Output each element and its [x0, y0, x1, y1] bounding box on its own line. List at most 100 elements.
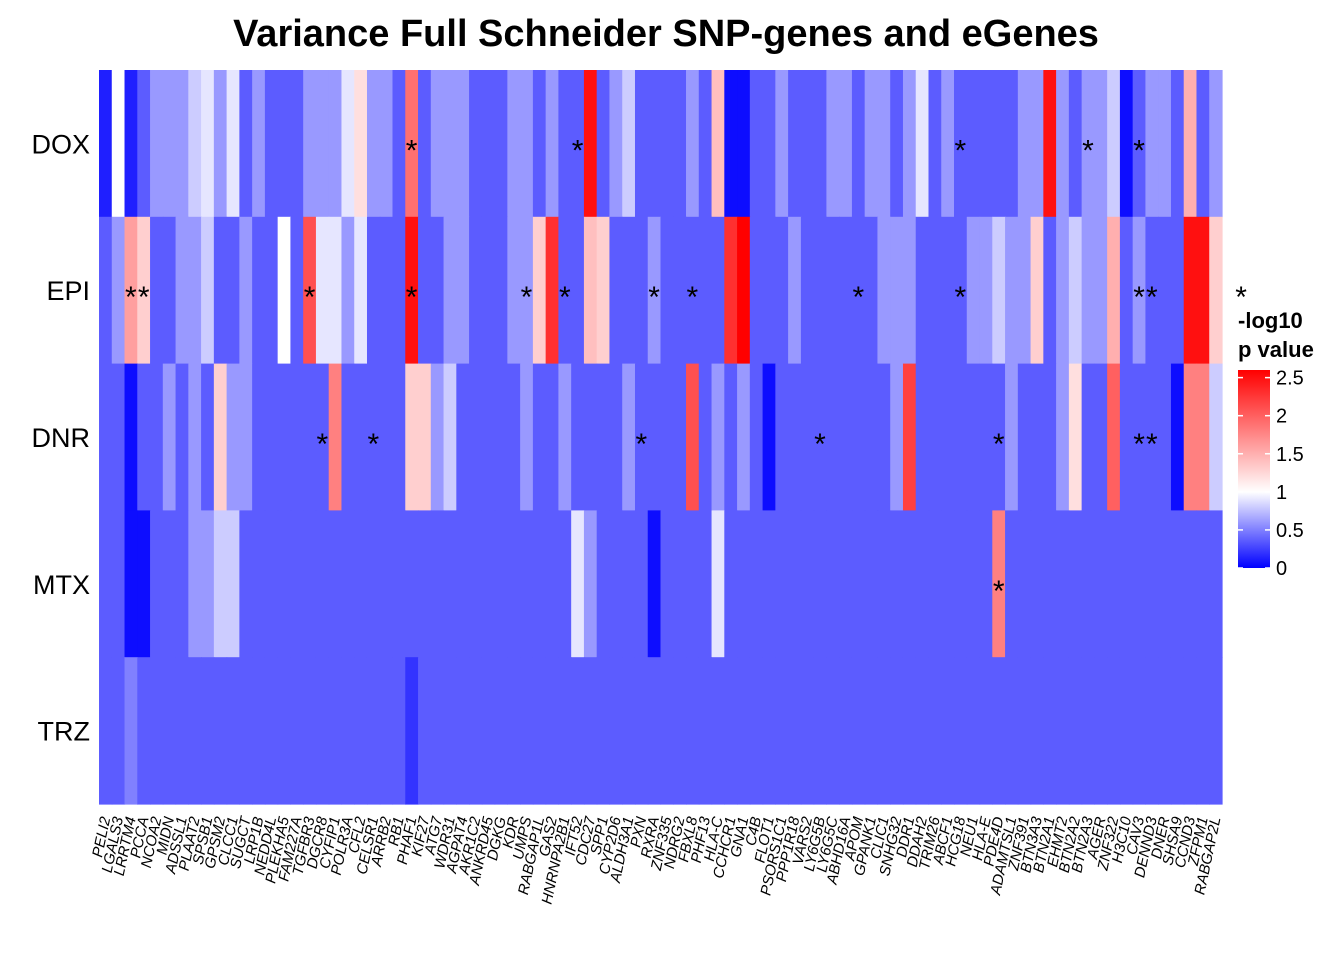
- heatmap-cell: [1043, 510, 1057, 658]
- heatmap-cell: [902, 363, 917, 511]
- heatmap-cell: [162, 510, 177, 658]
- heatmap-cell: [762, 657, 776, 805]
- heatmap-cell: [686, 216, 700, 365]
- significance-star: *: [406, 134, 418, 167]
- heatmap-cell: [1068, 70, 1083, 218]
- heatmap-cell: [1145, 510, 1159, 658]
- legend-tick-label: 1.5: [1276, 444, 1304, 466]
- heatmap-cell: [877, 657, 891, 805]
- heatmap-cell: [979, 216, 993, 365]
- heatmap-cell: [890, 510, 904, 658]
- heatmap-cell: [890, 363, 904, 511]
- row-label: EPI: [46, 276, 90, 306]
- heatmap-cell: [456, 70, 470, 218]
- heatmap-cell: [992, 70, 1006, 218]
- heatmap-cell: [686, 70, 700, 218]
- heatmap-cell: [647, 216, 662, 365]
- heatmap-cell: [992, 363, 1006, 511]
- heatmap-cell: [660, 216, 674, 365]
- heatmap-cell: [1056, 216, 1070, 365]
- heatmap-cell: [1158, 216, 1172, 365]
- heatmap-cell: [290, 510, 304, 658]
- heatmap-cell: [698, 70, 713, 218]
- heatmap-cell: [481, 70, 496, 218]
- heatmap-cell: [673, 70, 687, 218]
- heatmap-cell: [532, 657, 547, 805]
- heatmap-cell: [941, 363, 955, 511]
- heatmap-cell: [201, 510, 215, 658]
- heatmap-cell: [1030, 70, 1044, 218]
- heatmap-cell: [354, 657, 368, 805]
- legend-tick-label: 1: [1276, 482, 1287, 504]
- heatmap-cell: [507, 216, 521, 365]
- heatmap-cell: [839, 510, 853, 658]
- heatmap-cell: [520, 216, 534, 365]
- heatmap-cell: [1017, 70, 1032, 218]
- heatmap-cell: [150, 510, 164, 658]
- heatmap-cell: [175, 510, 189, 658]
- heatmap-cells: [99, 70, 1223, 805]
- row-labels: DOX EPI DNR MTX TRZ: [31, 129, 90, 746]
- heatmap-cell: [647, 657, 662, 805]
- heatmap-cell: [124, 216, 138, 365]
- heatmap-cell: [213, 216, 228, 365]
- heatmap-cell: [252, 657, 266, 805]
- heatmap-cell: [609, 510, 623, 658]
- heatmap-cell: [775, 657, 789, 805]
- heatmap-cell: [571, 657, 585, 805]
- heatmap-cell: [1107, 657, 1121, 805]
- significance-star: *: [1146, 428, 1158, 461]
- heatmap-cell: [788, 216, 802, 365]
- heatmap-cell: [622, 363, 636, 511]
- heatmap-cell: [724, 70, 738, 218]
- heatmap-cell: [698, 363, 713, 511]
- legend-tick-label: 0: [1276, 558, 1287, 580]
- heatmap-cell: [609, 657, 623, 805]
- heatmap-cell: [749, 70, 764, 218]
- heatmap-cell: [481, 216, 496, 365]
- heatmap-cell: [188, 70, 202, 218]
- heatmap-cell: [481, 510, 496, 658]
- heatmap-cell: [405, 70, 419, 218]
- significance-star: *: [1133, 428, 1145, 461]
- heatmap-cell: [150, 363, 164, 511]
- heatmap-cell: [430, 70, 445, 218]
- significance-star: *: [852, 281, 864, 314]
- heatmap-cell: [992, 510, 1006, 658]
- heatmap-cell: [341, 657, 355, 805]
- heatmap-cell: [430, 216, 445, 365]
- heatmap-cell: [711, 216, 725, 365]
- heatmap-cell: [507, 657, 521, 805]
- heatmap-cell: [392, 510, 406, 658]
- heatmap-cell: [1145, 363, 1159, 511]
- heatmap-cell: [162, 363, 177, 511]
- heatmap-cell: [813, 657, 827, 805]
- heatmap-cell: [175, 70, 189, 218]
- heatmap-cell: [252, 510, 266, 658]
- heatmap-cell: [711, 363, 725, 511]
- heatmap-cell: [430, 363, 445, 511]
- heatmap-cell: [928, 657, 942, 805]
- heatmap-cell: [99, 363, 113, 511]
- heatmap-cell: [737, 363, 751, 511]
- heatmap-cell: [1132, 70, 1147, 218]
- column-label: KDR: [499, 815, 522, 850]
- heatmap-cell: [647, 363, 662, 511]
- heatmap-cell: [966, 70, 981, 218]
- heatmap-cell: [1056, 510, 1070, 658]
- chart-title: Variance Full Schneider SNP-genes and eG…: [233, 13, 1099, 55]
- heatmap-cell: [494, 657, 508, 805]
- heatmap-cell: [418, 657, 432, 805]
- heatmap-cell: [737, 70, 751, 218]
- heatmap-cell: [226, 510, 240, 658]
- heatmap-cell: [1081, 657, 1095, 805]
- heatmap-cell: [507, 363, 521, 511]
- heatmap-cell: [749, 657, 764, 805]
- heatmap-cell: [1005, 70, 1019, 218]
- heatmap-cell: [277, 657, 292, 805]
- heatmap-cell: [124, 657, 138, 805]
- heatmap-cell: [430, 657, 445, 805]
- heatmap-cell: [902, 70, 917, 218]
- heatmap-cell: [175, 216, 189, 365]
- heatmap-cell: [813, 363, 827, 511]
